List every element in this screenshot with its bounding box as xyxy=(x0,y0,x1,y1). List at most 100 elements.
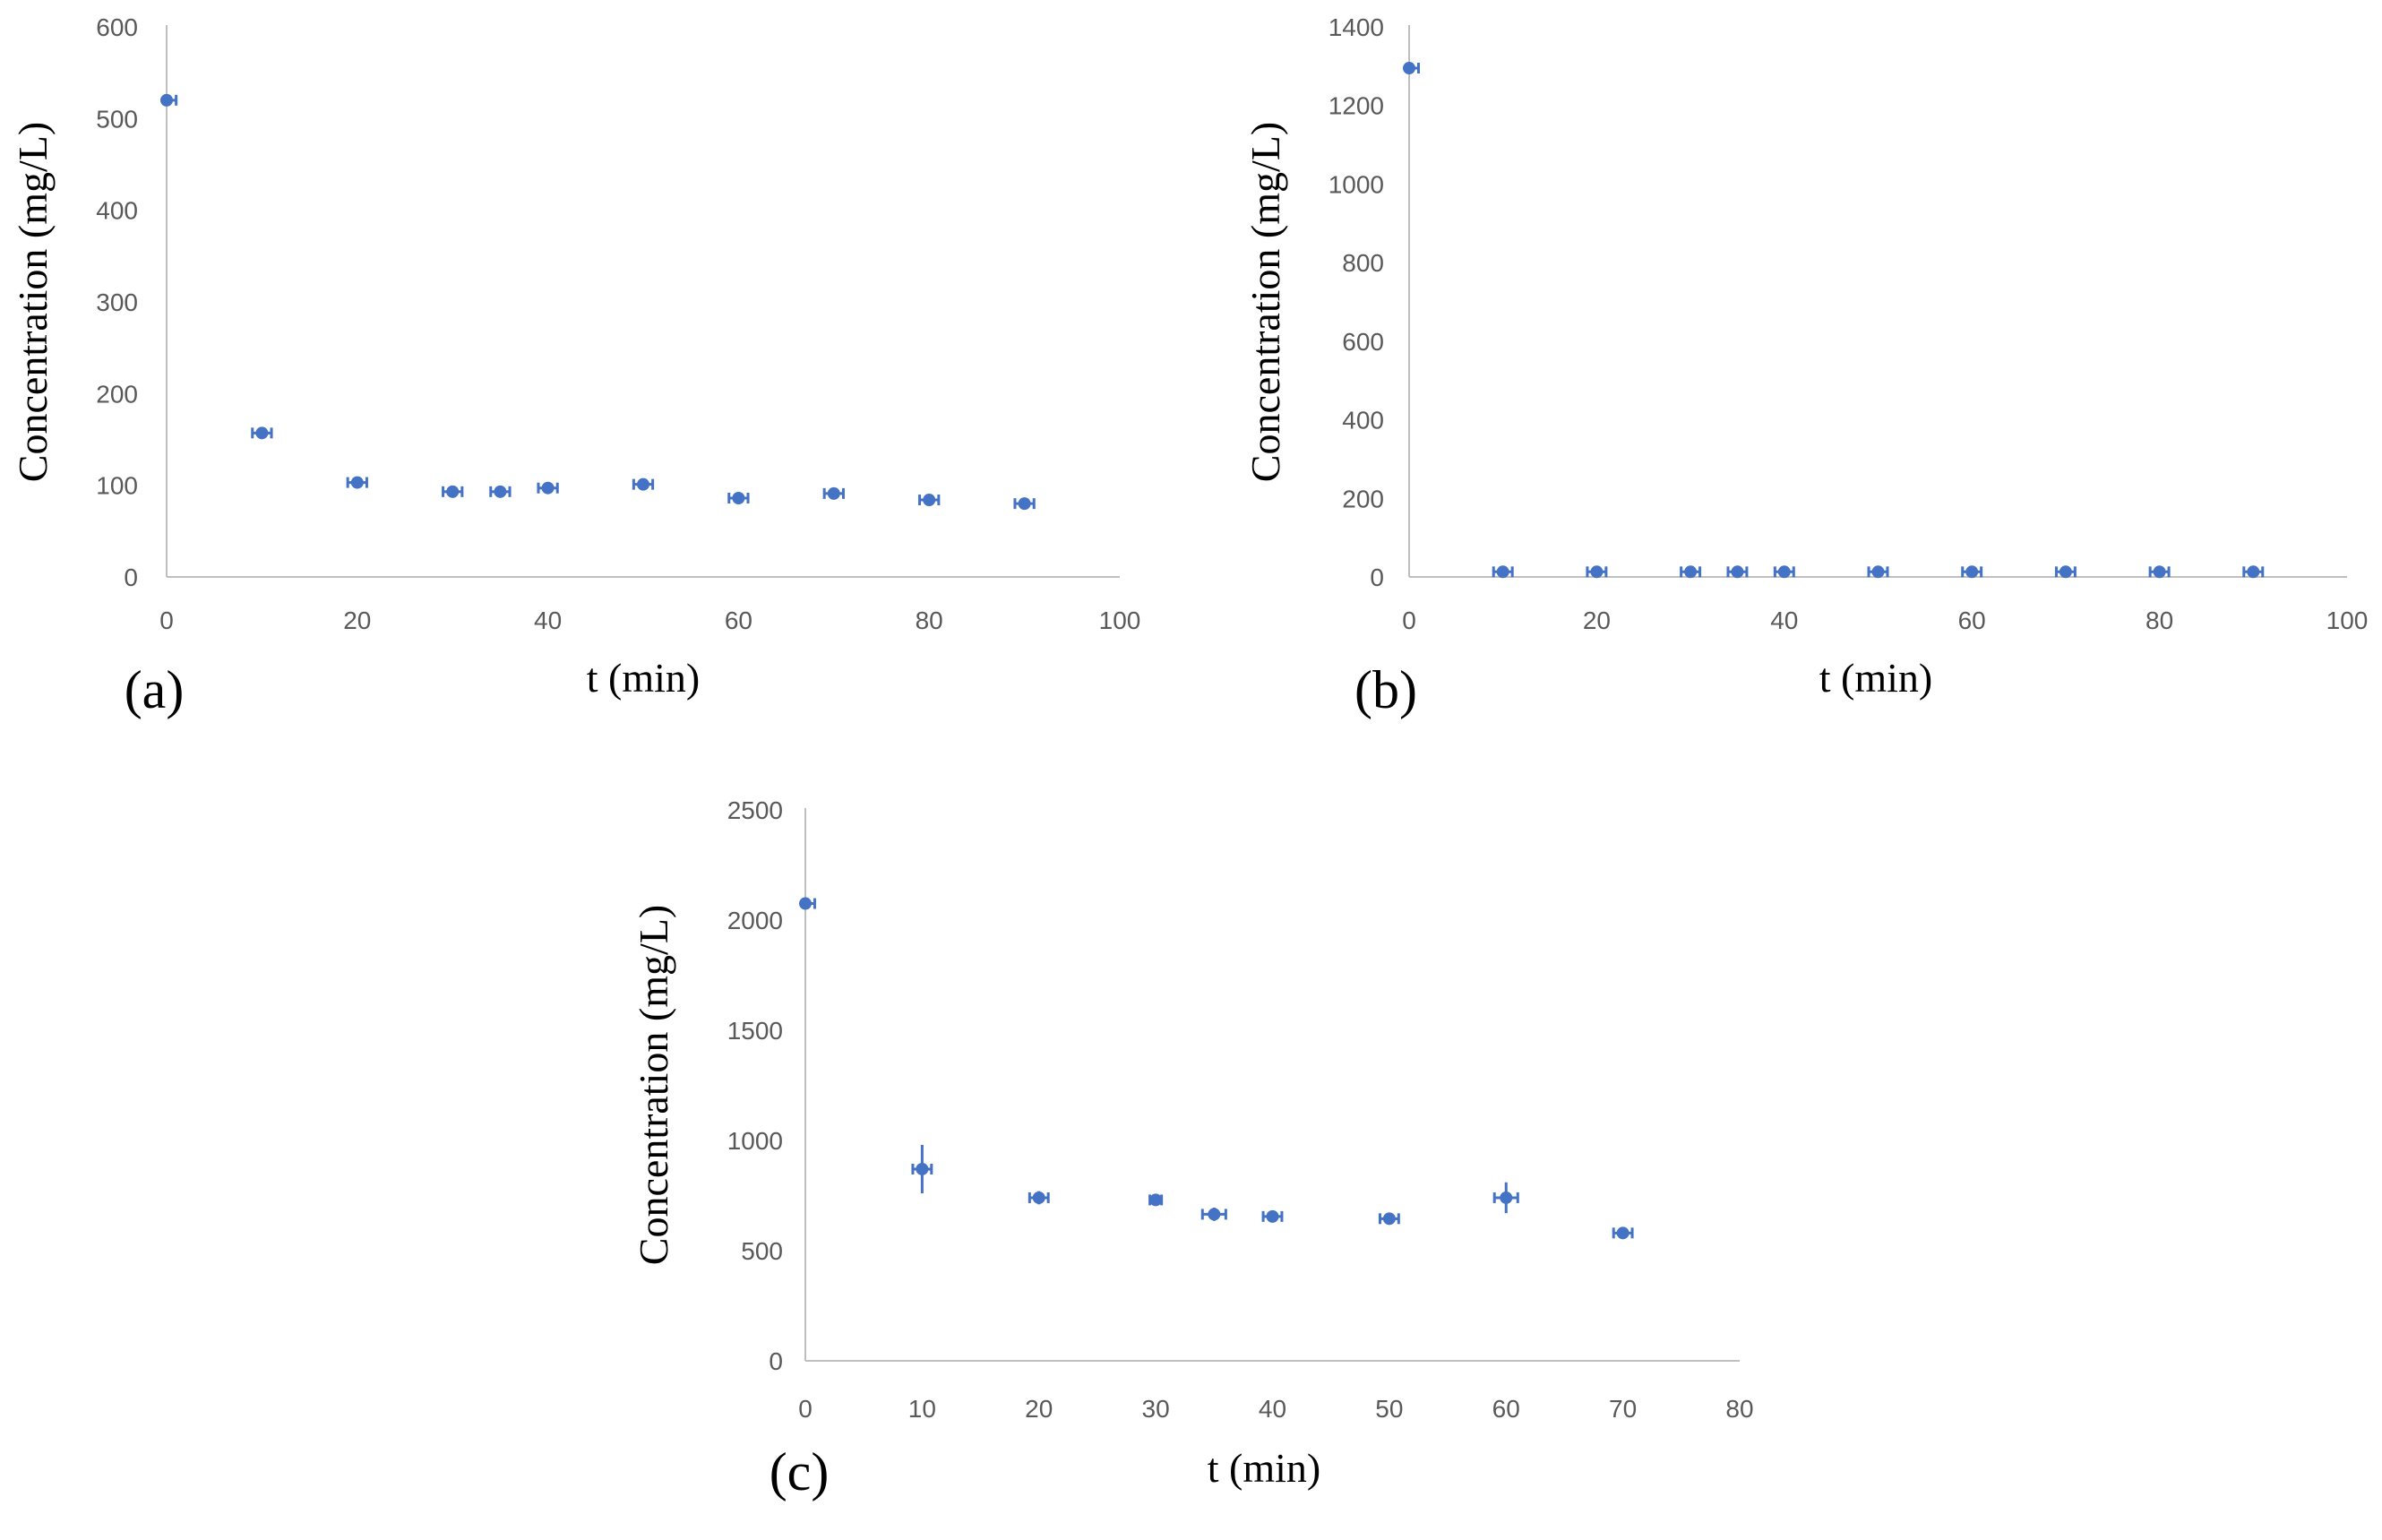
data-point xyxy=(1961,565,1983,579)
data-marker xyxy=(2247,565,2260,579)
data-point xyxy=(160,93,178,107)
x-tick-label: 80 xyxy=(1725,1395,1753,1423)
x-tick-label: 80 xyxy=(2146,607,2173,634)
x-tick-label: 40 xyxy=(1259,1395,1286,1423)
data-point xyxy=(1403,62,1420,75)
x-axis-title: t (min) xyxy=(1208,1445,1320,1491)
data-marker xyxy=(1496,565,1509,579)
x-tick-label: 100 xyxy=(2326,607,2369,634)
data-point xyxy=(1680,565,1702,579)
x-tick-label: 20 xyxy=(1025,1395,1053,1423)
x-tick-label: 70 xyxy=(1609,1395,1637,1423)
data-marker xyxy=(1871,565,1885,579)
x-tick-label: 80 xyxy=(916,607,943,634)
data-marker xyxy=(1266,1209,1279,1223)
x-tick-label: 100 xyxy=(1099,607,1141,634)
y-tick-label: 0 xyxy=(1370,564,1384,591)
data-marker xyxy=(1616,1226,1630,1240)
data-marker xyxy=(1149,1193,1163,1207)
y-axis-title: Concentration (mg/L) xyxy=(10,122,56,482)
data-marker xyxy=(494,485,507,498)
x-tick-label: 0 xyxy=(159,607,174,634)
y-tick-label: 2000 xyxy=(727,907,783,934)
data-point xyxy=(346,476,368,489)
data-marker xyxy=(541,481,555,495)
data-marker xyxy=(1965,565,1979,579)
x-tick-label: 0 xyxy=(1402,607,1416,634)
y-axis-title: Concentration (mg/L) xyxy=(631,905,676,1265)
data-point xyxy=(1726,565,1749,579)
x-axis-title: t (min) xyxy=(1819,655,1932,701)
y-tick-label: 1500 xyxy=(727,1017,783,1045)
data-marker xyxy=(1403,62,1415,75)
data-marker xyxy=(2059,565,2072,579)
data-marker xyxy=(1731,565,1744,579)
x-tick-label: 60 xyxy=(1958,607,1986,634)
x-tick-label: 60 xyxy=(725,607,752,634)
data-marker xyxy=(1500,1191,1513,1204)
data-point xyxy=(1867,565,1889,579)
data-point xyxy=(799,897,816,910)
data-point xyxy=(2054,565,2077,579)
x-axis-title: t (min) xyxy=(587,655,700,701)
y-tick-label: 300 xyxy=(96,288,138,316)
y-tick-label: 0 xyxy=(124,564,138,591)
data-point xyxy=(822,486,845,500)
data-point xyxy=(632,477,655,491)
data-marker xyxy=(1032,1191,1045,1204)
y-tick-label: 600 xyxy=(1342,328,1384,356)
data-marker xyxy=(1382,1212,1396,1226)
data-marker xyxy=(916,1162,929,1175)
y-tick-label: 100 xyxy=(96,472,138,500)
data-marker xyxy=(799,897,812,910)
y-tick-label: 2500 xyxy=(727,796,783,824)
data-point xyxy=(1492,1182,1519,1214)
x-tick-label: 20 xyxy=(343,607,371,634)
y-tick-label: 200 xyxy=(96,380,138,408)
data-point xyxy=(1586,565,1608,579)
x-tick-label: 20 xyxy=(1583,607,1611,634)
data-marker xyxy=(1208,1208,1221,1221)
chart-panel-2: 0 200 400 600 800 1000 1200 1400 0 20 40 60 80 100 t (… xyxy=(1243,13,2368,719)
data-marker xyxy=(1684,565,1698,579)
data-marker xyxy=(732,491,745,504)
y-tick-label: 1000 xyxy=(1329,170,1384,198)
data-point xyxy=(1773,565,1795,579)
data-marker xyxy=(1777,565,1791,579)
data-point xyxy=(489,485,512,498)
chart-panel-1: 0 100 200 300 400 500 600 0 20 40 60 80 100 t (min) Co… xyxy=(10,13,1140,719)
data-point xyxy=(1148,1193,1164,1207)
data-marker xyxy=(446,485,460,498)
chart-panel-3: 0 500 1000 1500 2000 2500 0 10 20 30 40 50 60 70 80 t (… xyxy=(631,796,1754,1501)
data-point xyxy=(442,485,464,498)
data-point xyxy=(1492,565,1514,579)
panel-label: (b) xyxy=(1354,660,1417,719)
y-tick-label: 200 xyxy=(1342,485,1384,512)
y-tick-label: 1200 xyxy=(1329,92,1384,120)
data-point xyxy=(2242,565,2265,579)
y-tick-label: 600 xyxy=(96,13,138,41)
y-tick-label: 800 xyxy=(1342,249,1384,277)
x-tick-label: 40 xyxy=(1770,607,1798,634)
x-tick-label: 40 xyxy=(534,607,562,634)
panel-label: (a) xyxy=(125,660,185,719)
y-tick-label: 1400 xyxy=(1329,13,1384,41)
data-point xyxy=(911,1144,933,1194)
data-marker xyxy=(160,93,173,107)
data-marker xyxy=(637,477,649,491)
data-point xyxy=(537,481,559,495)
data-marker xyxy=(923,494,936,507)
panel-label: (c) xyxy=(770,1442,830,1501)
y-tick-label: 500 xyxy=(96,105,138,133)
x-tick-label: 0 xyxy=(798,1395,813,1423)
data-point xyxy=(2148,565,2171,579)
y-tick-label: 400 xyxy=(96,197,138,225)
x-tick-label: 10 xyxy=(908,1395,936,1423)
data-marker xyxy=(1590,565,1604,579)
y-axis-title: Concentration (mg/L) xyxy=(1243,122,1288,482)
data-marker xyxy=(1018,497,1031,511)
data-point xyxy=(727,491,750,504)
data-point xyxy=(1013,497,1036,511)
y-tick-label: 400 xyxy=(1342,407,1384,434)
